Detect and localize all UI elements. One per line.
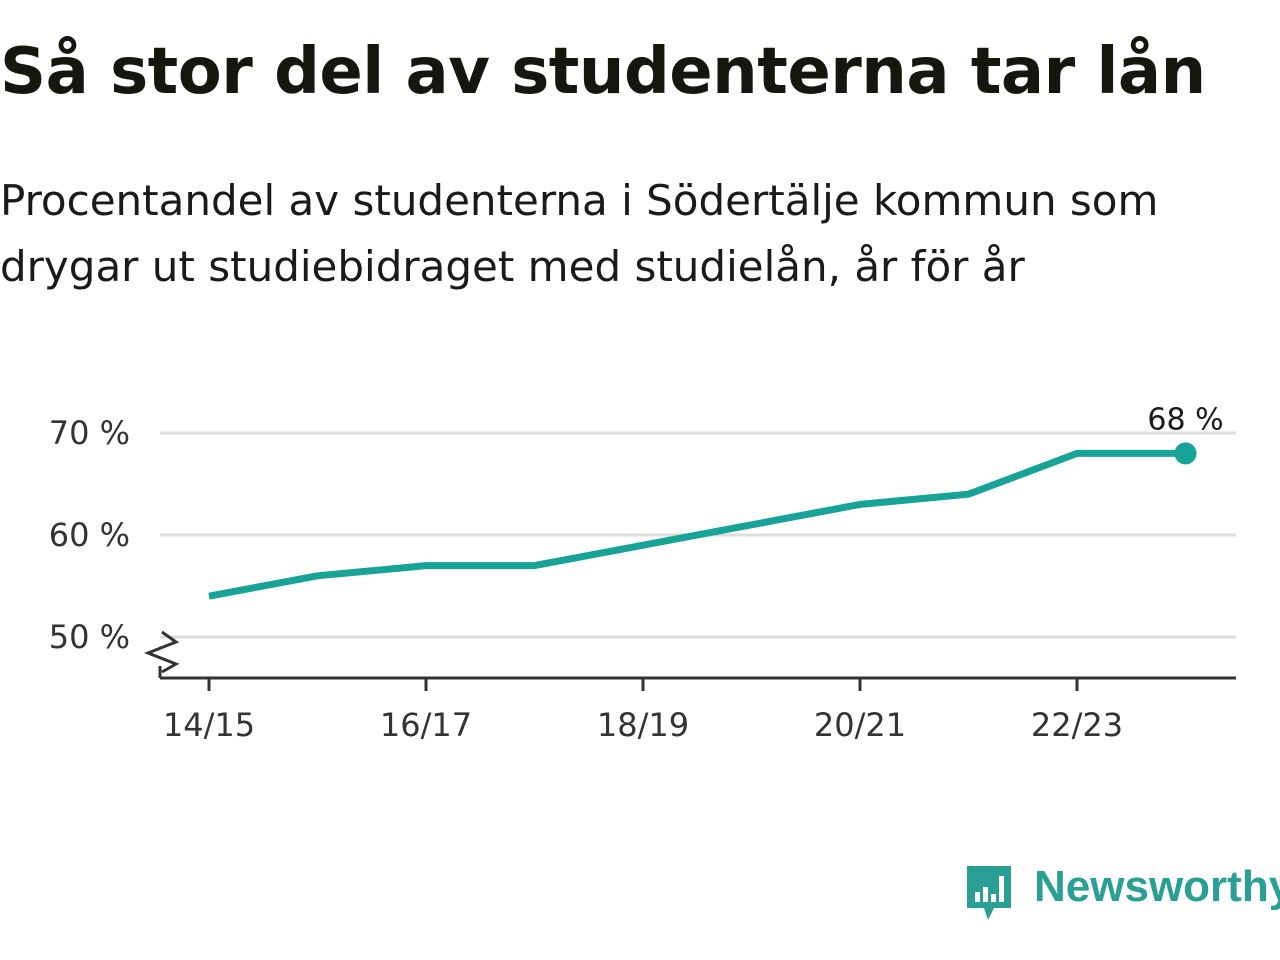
axis-break-mark bbox=[143, 630, 180, 674]
series-line bbox=[208, 449, 1186, 600]
x-tick-label: 18/19 bbox=[597, 706, 689, 744]
chart-title: Så stor del av studenterna tar lån bbox=[0, 35, 1206, 109]
end-point-marker bbox=[1174, 442, 1197, 465]
brand-name: Newsworthy bbox=[1034, 862, 1280, 911]
y-tick-label: 70 % bbox=[49, 414, 130, 452]
x-tick-label: 14/15 bbox=[163, 706, 255, 744]
newsworthy-logo-icon bbox=[967, 866, 1011, 920]
axes bbox=[143, 630, 1236, 691]
label-layer: 50 % 60 % 70 % 14/15 16/17 18/19 20/21 22/23 68 … bbox=[49, 402, 1224, 744]
x-tick-label: 16/17 bbox=[380, 706, 472, 744]
series-layer bbox=[208, 442, 1197, 600]
line-chart: 50 % 60 % 70 % 14/15 16/17 18/19 20/21 22/23 68 … bbox=[49, 402, 1236, 744]
chart-subtitle: Procentandel av studenterna i Södertälje… bbox=[0, 176, 1159, 291]
x-tick-label: 22/23 bbox=[1031, 706, 1123, 744]
x-tick-label: 20/21 bbox=[814, 706, 906, 744]
brand: Newsworthy bbox=[964, 862, 1280, 924]
y-tick-label: 50 % bbox=[49, 618, 130, 656]
end-value-label: 68 % bbox=[1147, 402, 1223, 437]
y-tick-label: 60 % bbox=[49, 516, 130, 554]
